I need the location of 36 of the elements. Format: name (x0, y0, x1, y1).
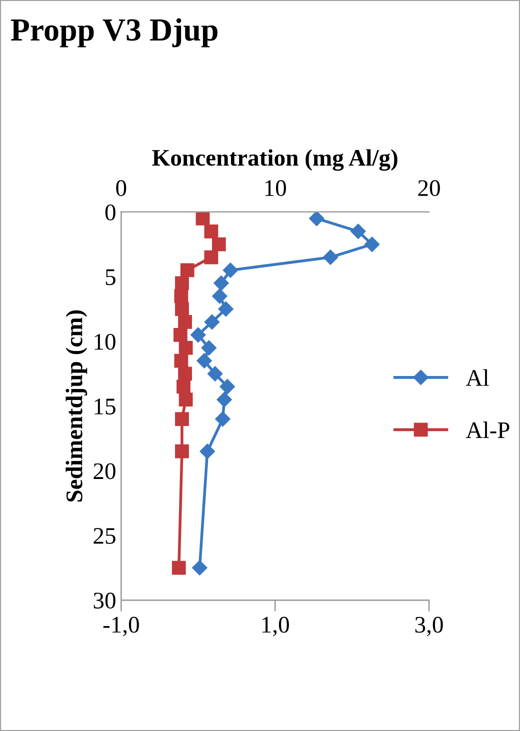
point (176, 380, 190, 394)
y-tick-label: 15 (94, 398, 116, 414)
x2-tick-label: 20 (418, 180, 440, 196)
point (175, 412, 189, 426)
point (172, 560, 186, 575)
x2-tick-label: 10 (265, 180, 286, 196)
point (212, 237, 226, 252)
chart-title: Propp V3 Djup (10, 18, 218, 48)
y-tick-label: 30 (94, 592, 116, 609)
point (178, 315, 192, 329)
legend-label: Al (466, 369, 489, 386)
point (178, 366, 192, 381)
point (204, 224, 218, 238)
point (175, 444, 189, 458)
y-axis-title: Sedimentdjup (cm) (66, 310, 88, 502)
y-tick-label: 5 (106, 269, 116, 286)
y-tick-label: 25 (94, 528, 116, 544)
point (173, 328, 188, 342)
point (178, 392, 193, 407)
point (175, 276, 189, 290)
x-tick-label: -1,0 (103, 616, 139, 636)
x-tick-label: 3,0 (415, 616, 443, 636)
y-tick-label: 10 (94, 334, 116, 350)
x2-axis-title: Koncentration (mg Al/g) (152, 149, 398, 171)
y-tick-label: 0 (105, 204, 116, 220)
point (180, 263, 194, 278)
x-tick-label: 1,0 (262, 616, 289, 636)
legend-label: Al-P (466, 422, 510, 438)
point (174, 354, 188, 368)
point (178, 340, 193, 355)
point (175, 302, 189, 316)
point (196, 212, 210, 226)
y-tick-label: 20 (94, 463, 116, 480)
x2-tick-label: 0 (116, 180, 126, 196)
point (174, 289, 188, 304)
point (204, 250, 218, 264)
